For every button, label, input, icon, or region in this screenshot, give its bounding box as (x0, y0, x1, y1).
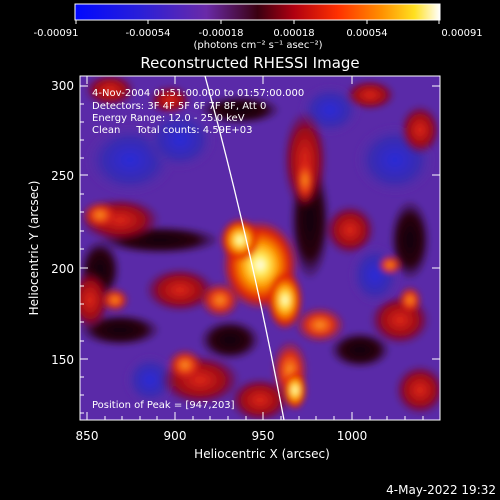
y-axis-label: Heliocentric Y (arcsec) (27, 181, 41, 316)
y-tick-label: 150 (51, 353, 74, 367)
colorbar-tick-label: 0.00054 (346, 28, 387, 39)
y-tick-label: 300 (51, 79, 74, 93)
time-range-label: 4-Nov-2004 01:51:00.000 to 01:57:00.000 (92, 88, 304, 99)
colorbar-tick-label: -0.00018 (199, 28, 244, 39)
clean-counts-label: Clean Total counts: 4.59E+03 (92, 125, 252, 136)
x-axis-ticks (86, 76, 424, 420)
render-timestamp: 4-May-2022 19:32 (386, 483, 496, 497)
peak-position-label: Position of Peak = [947,203] (92, 400, 235, 411)
x-tick-label: 900 (164, 429, 187, 443)
y-tick-label: 250 (51, 169, 74, 183)
plot-frame (79, 75, 441, 421)
colorbar-tick-label: 0.00018 (273, 28, 314, 39)
energy-range-label: Energy Range: 12.0 - 25.0 keV (92, 113, 245, 124)
x-axis-label: Heliocentric X (arcsec) (194, 447, 330, 461)
rhessi-image: 4-Nov-2004 01:51:00.000 to 01:57:00.000 … (80, 76, 440, 420)
plot-title: Reconstructed RHESSI Image (140, 54, 359, 72)
colorbar-tick-label: -0.00091 (34, 28, 79, 39)
colorbar-tick-label: -0.00054 (126, 28, 171, 39)
colorbar-tick-label: 0.00091 (441, 28, 482, 39)
x-tick-label: 850 (76, 429, 99, 443)
x-tick-label: 1000 (337, 429, 368, 443)
y-tick-label: 200 (51, 262, 74, 276)
solar-limb-line (204, 76, 285, 420)
y-axis-ticks (80, 85, 440, 414)
detectors-label: Detectors: 3F 4F 5F 6F 7F 8F, Att 0 (92, 101, 266, 112)
colorbar (74, 3, 441, 21)
colorbar-units: (photons cm⁻² s⁻¹ asec⁻²) (193, 40, 322, 51)
x-tick-label: 950 (252, 429, 275, 443)
colorbar-ticks (75, 20, 440, 24)
